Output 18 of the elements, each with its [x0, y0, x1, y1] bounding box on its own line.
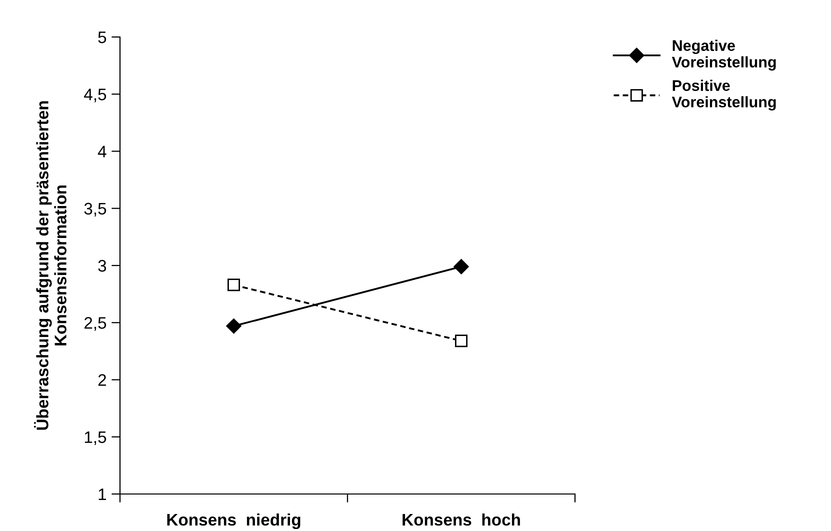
y-tick-label: 3 [98, 260, 106, 272]
y-tick-label: 4,5 [84, 88, 106, 102]
y-tick-label: 5 [98, 32, 106, 44]
y-tick-label: 1 [98, 488, 106, 500]
y-tick-label: 1,5 [84, 431, 106, 446]
y-tick-label: 3,5 [84, 202, 106, 217]
y-tick-label: 2,5 [84, 317, 106, 331]
point [454, 259, 469, 274]
point [226, 318, 242, 334]
x-tick-label: Konsens niedrig [167, 513, 300, 530]
y-axis-title: Überraschung aufgrund der präsentierten Konsensinformation [34, 101, 66, 430]
y-tick-label: 4 [98, 146, 106, 158]
point [228, 278, 240, 292]
legend-label: Negative Voreinstellung [672, 40, 776, 71]
legend-label: Positive Voreinstellung [672, 80, 776, 111]
x-tick-label: Konsens hoch [402, 513, 520, 526]
y-tick-label: 2 [98, 374, 106, 386]
point [455, 334, 468, 348]
